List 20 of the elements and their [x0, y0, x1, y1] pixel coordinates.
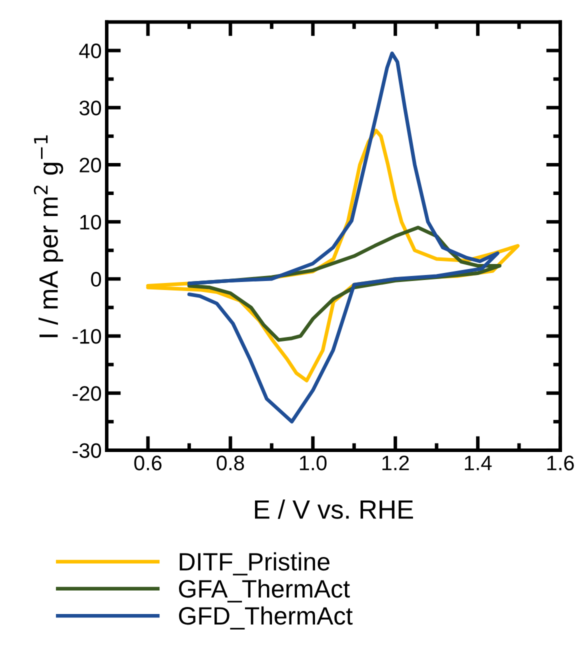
x-axis-title: E / V vs. RHE	[255, 500, 414, 519]
line-series	[187, 52, 500, 424]
x-tick-label: 0.8	[216, 456, 244, 470]
y-tick-label: -20	[72, 386, 102, 401]
x-tick-label: 1.6	[547, 456, 574, 470]
y-tick-label: 0	[91, 272, 102, 287]
y-tick-label: 40	[79, 44, 102, 58]
y-tick-label: 20	[80, 158, 102, 172]
y-tick-label: -30	[72, 443, 102, 458]
x-tick-label: 1.4	[464, 456, 492, 470]
legend-label: DITF_Pristine	[180, 552, 330, 576]
y-tick-label: -10	[72, 329, 102, 344]
x-tick-label: 1.2	[382, 456, 409, 470]
y-tick-label: 30	[79, 100, 102, 116]
y-tick-label: 10	[80, 214, 102, 230]
text: 1.0	[300, 456, 327, 470]
legend-label: GFA_ThermAct	[179, 579, 350, 602]
y-axis-title: I / mA per m$^{2}$ g$^{−1}$	[34, 135, 64, 338]
x-tick-label: 0.6	[134, 456, 162, 470]
legend-label: GFD_ThermAct	[179, 606, 353, 630]
